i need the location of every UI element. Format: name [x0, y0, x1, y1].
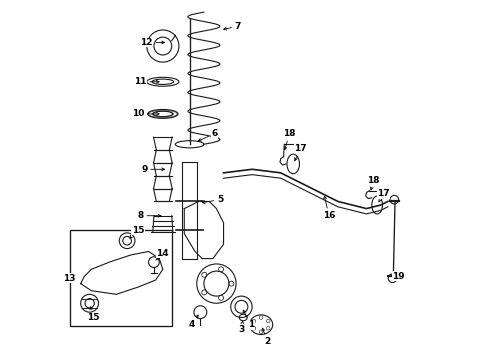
Text: 3: 3	[238, 321, 245, 334]
Text: 6: 6	[198, 129, 218, 141]
Text: 15: 15	[87, 307, 99, 322]
Text: 16: 16	[323, 196, 335, 220]
Text: 4: 4	[188, 315, 198, 329]
Text: 15: 15	[130, 225, 144, 238]
Text: 5: 5	[202, 195, 223, 204]
Text: 11: 11	[134, 77, 159, 86]
Text: 7: 7	[223, 22, 241, 31]
Text: 1: 1	[243, 310, 254, 329]
Bar	[70, 230, 172, 327]
Text: 8: 8	[138, 211, 161, 220]
Text: 10: 10	[132, 109, 159, 118]
Text: 9: 9	[141, 165, 165, 174]
Text: 14: 14	[156, 249, 169, 260]
Text: 13: 13	[63, 274, 75, 283]
Text: 12: 12	[141, 38, 165, 47]
Text: 2: 2	[262, 328, 270, 346]
Text: 17: 17	[377, 189, 390, 202]
Text: 19: 19	[392, 272, 405, 281]
Text: 18: 18	[368, 176, 380, 190]
Text: 18: 18	[283, 129, 296, 150]
Text: 17: 17	[294, 144, 307, 161]
